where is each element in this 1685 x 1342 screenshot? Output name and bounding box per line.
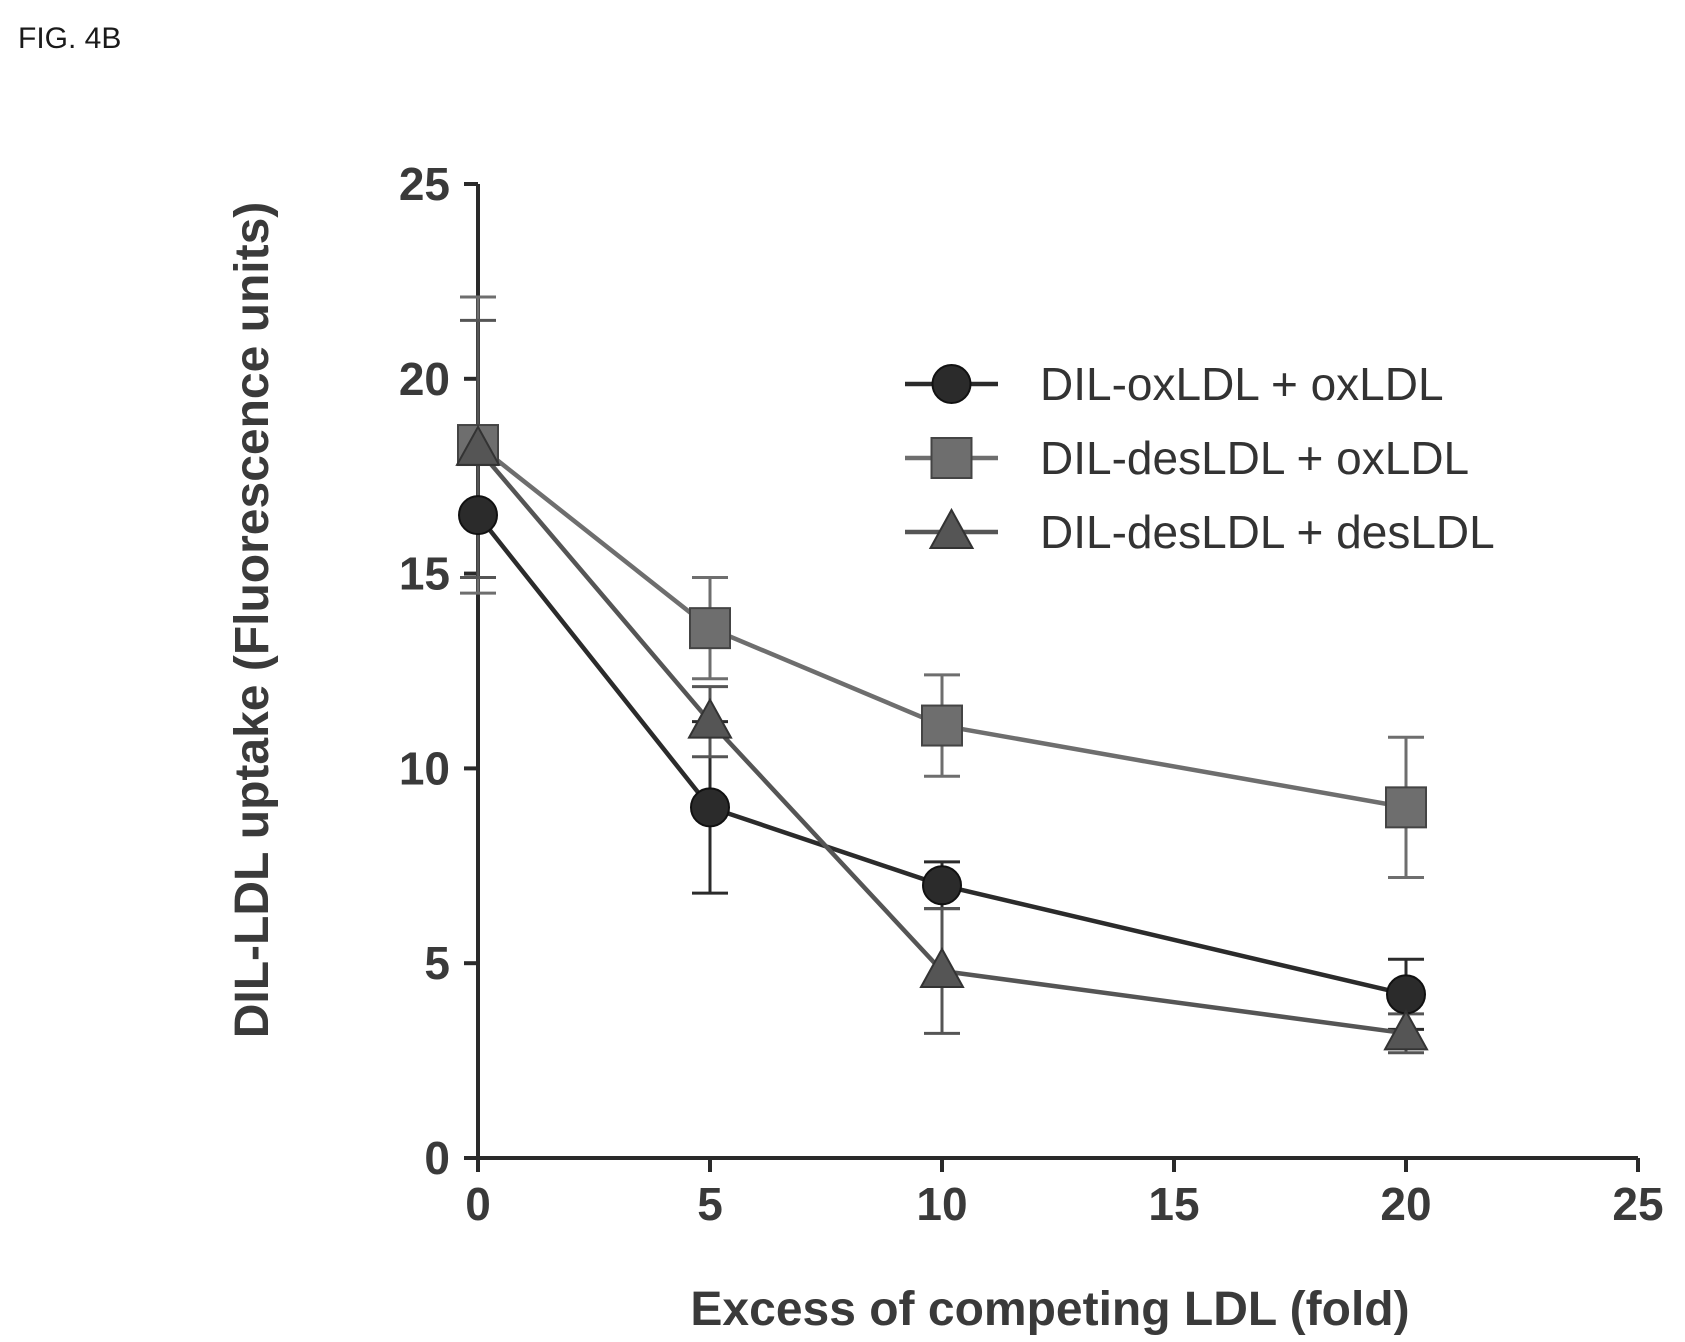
x-tick-label: 0 xyxy=(465,1178,491,1230)
data-point-circle xyxy=(690,787,730,828)
data-point-square xyxy=(689,607,731,650)
legend-label: DIL-desLDL + oxLDL xyxy=(1040,432,1469,484)
x-tick-label: 25 xyxy=(1612,1178,1663,1230)
x-tick-label: 5 xyxy=(697,1178,723,1230)
y-tick-label: 20 xyxy=(399,353,450,405)
data-point-triangle xyxy=(1383,1009,1429,1051)
data-point-triangle xyxy=(687,697,733,739)
figure-label: FIG. 4B xyxy=(18,22,121,55)
x-tick-label: 15 xyxy=(1148,1178,1199,1230)
y-tick-label: 5 xyxy=(424,937,450,989)
y-tick-label: 0 xyxy=(424,1132,450,1184)
legend-label: DIL-oxLDL + oxLDL xyxy=(1040,358,1444,410)
y-tick-label: 25 xyxy=(399,158,450,210)
legend-marker-square xyxy=(930,437,973,479)
data-point-square xyxy=(1385,786,1427,829)
chart-axes: 0 5 10 15 20 25 0 5 10 15 20 25 xyxy=(399,158,1664,1230)
legend-label: DIL-desLDL + desLDL xyxy=(1040,506,1495,558)
chart-legend: DIL-oxLDL + oxLDL DIL-desLDL + oxLDL DIL-d… xyxy=(905,358,1495,558)
data-point-triangle xyxy=(919,946,965,988)
x-tick-label: 10 xyxy=(916,1178,967,1230)
legend-entry: DIL-oxLDL + oxLDL xyxy=(905,358,1444,410)
data-point-circle xyxy=(1386,974,1426,1015)
markers-dil-oxldl-oxldl xyxy=(458,495,1426,1015)
x-axis-title: Excess of competing LDL (fold) xyxy=(690,1283,1409,1336)
chart-series xyxy=(455,295,1429,1055)
y-tick-label: 10 xyxy=(399,742,450,794)
data-point-square xyxy=(921,704,963,747)
series-line xyxy=(476,443,1407,810)
y-axis-title: DIL-LDL uptake (Fluorescence units) xyxy=(226,202,279,1039)
data-point-circle xyxy=(922,865,962,906)
markers-dil-desldl-desldl xyxy=(455,424,1429,1051)
series-line xyxy=(476,447,1407,1036)
legend-marker-circle xyxy=(931,364,972,404)
legend-entry: DIL-desLDL + desLDL xyxy=(905,506,1495,558)
data-point-circle xyxy=(458,495,498,536)
data-point-triangle xyxy=(455,424,501,466)
y-tick-label: 15 xyxy=(399,548,450,600)
markers-dil-desldl-oxldl xyxy=(457,424,1427,829)
legend-entry: DIL-desLDL + oxLDL xyxy=(905,432,1469,484)
legend-marker-triangle xyxy=(928,507,975,549)
x-tick-label: 20 xyxy=(1380,1178,1431,1230)
